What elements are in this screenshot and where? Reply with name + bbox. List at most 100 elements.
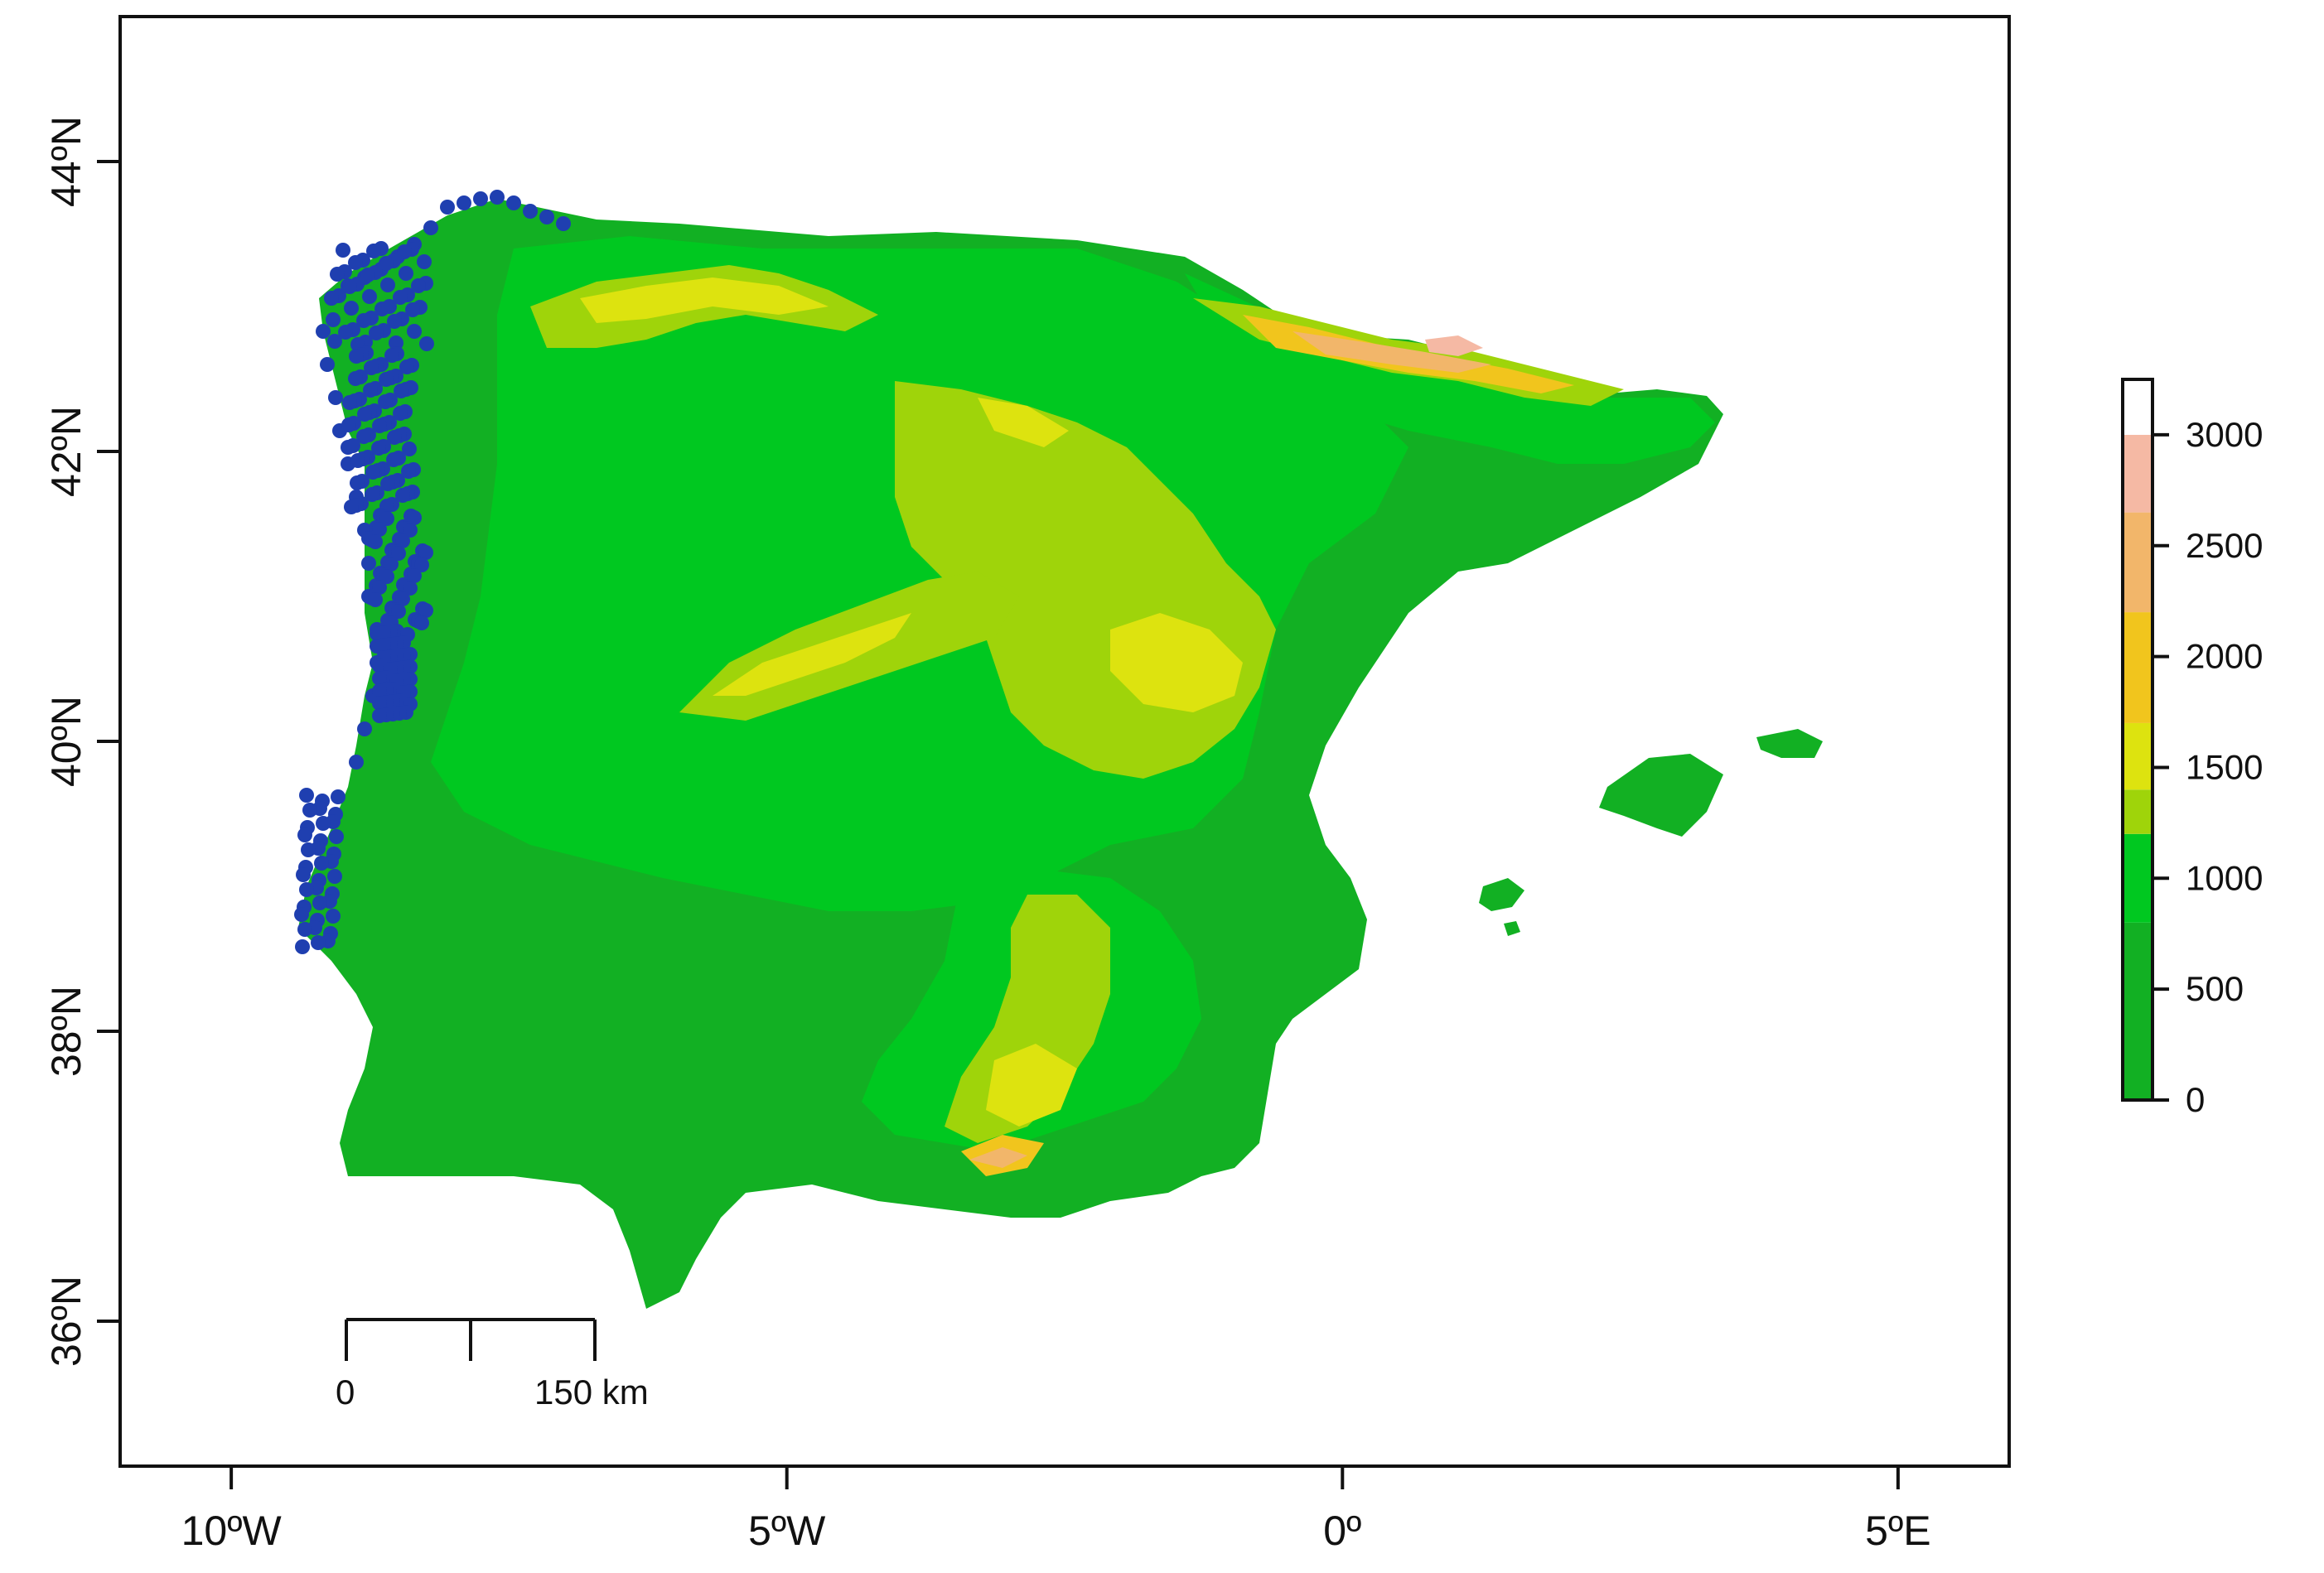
occurrence-point [328, 390, 343, 405]
legend-band-4 [2123, 612, 2152, 723]
betic-high [986, 1044, 1077, 1127]
legend-band-1 [2123, 833, 2152, 923]
legend-band-6 [2123, 434, 2152, 513]
occurrence-point [302, 803, 317, 818]
occurrence-point [369, 326, 384, 340]
occurrence-point [372, 671, 387, 686]
occurrence-point [386, 452, 401, 467]
occurrence-point [407, 568, 422, 583]
occurrence-point [418, 603, 433, 618]
occurrence-point [330, 267, 345, 282]
iberian-high [1110, 613, 1243, 712]
occurrence-point [395, 591, 410, 606]
occurrence-point [336, 243, 350, 258]
y-axis: 36ºN 38ºN 40ºN 42ºN 44ºN [43, 116, 120, 1367]
y-tick-label-0: 36ºN [43, 1276, 89, 1367]
x-axis: 10ºW 5ºW 0º 5ºE [181, 1466, 1931, 1554]
occurrence-point [356, 313, 371, 328]
occurrence-point [405, 302, 420, 317]
pyrenees-peak [1292, 331, 1491, 373]
formentera [1504, 921, 1520, 936]
occurrence-point [378, 394, 393, 409]
occurrence-point [403, 523, 418, 538]
occurrence-point [556, 216, 571, 231]
occurrence-point [301, 842, 316, 857]
occurrence-point [506, 195, 521, 210]
occurrence-point [395, 488, 410, 503]
legend-band-0 [2123, 922, 2152, 1100]
occurrence-point [399, 359, 414, 374]
ibiza [1479, 878, 1524, 911]
occurrence-point [414, 615, 429, 630]
occurrence-point [380, 476, 395, 491]
occurrence-point [295, 939, 310, 954]
scale-bar-end-label: 150 km [534, 1373, 649, 1411]
occurrence-point [395, 533, 410, 548]
occurrence-point [379, 569, 394, 584]
occurrence-point [389, 335, 403, 350]
occurrence-point [348, 371, 363, 386]
occurrence-point [417, 254, 432, 269]
occurrence-point [348, 255, 363, 270]
occurrence-point [473, 191, 488, 206]
occurrence-point [372, 522, 387, 537]
occurrence-point [391, 604, 406, 619]
occurrence-point [331, 789, 345, 804]
occurrence-point [357, 407, 372, 422]
occurrence-point [349, 349, 364, 364]
sierra-nevada-peak [969, 1147, 1027, 1168]
occurrence-point [523, 204, 538, 219]
occurrence-point [419, 336, 434, 351]
occurrence-point [316, 816, 331, 831]
occurrence-point [360, 268, 375, 282]
legend-tick-label-1: 500 [2186, 969, 2244, 1008]
y-tick-label-1: 38ºN [43, 986, 89, 1077]
menorca [1756, 729, 1823, 758]
x-tick-label-2: 0º [1323, 1508, 1361, 1554]
occurrence-point [393, 406, 408, 421]
occurrence-point [384, 557, 399, 572]
occurrence-point [387, 430, 402, 445]
occurrence-point [423, 220, 438, 235]
occurrence-point [327, 869, 342, 884]
occurrence-point [414, 557, 429, 572]
cantabrian-high [580, 277, 829, 323]
occurrence-point [407, 324, 422, 339]
occurrence-point [393, 290, 408, 305]
legend-tick-label-3: 1500 [2186, 747, 2263, 786]
occurrence-point [324, 291, 339, 306]
occurrence-point [364, 360, 379, 375]
occurrence-point [399, 266, 413, 281]
occurrence-point [342, 395, 357, 410]
occurrence-point [362, 289, 377, 304]
occurrence-point [299, 882, 314, 897]
occurrence-point [372, 696, 387, 711]
occurrence-point [329, 829, 344, 844]
occurrence-point [391, 546, 406, 561]
occurrence-point [297, 828, 312, 842]
occurrence-point [311, 935, 326, 950]
occurrence-point [299, 788, 314, 803]
scale-bar-start-label: 0 [336, 1373, 355, 1411]
occurrence-point [297, 922, 312, 937]
occurrence-point [342, 279, 357, 294]
occurrence-point [357, 721, 372, 736]
occurrence-point [350, 453, 365, 468]
legend-band-3 [2123, 722, 2152, 790]
legend-frame [2121, 378, 2154, 1102]
occurrence-points [294, 190, 571, 954]
x-tick-label-1: 5ºW [748, 1508, 826, 1554]
occurrence-point [326, 909, 341, 924]
occurrence-point [411, 278, 426, 293]
occurrence-point [394, 384, 408, 398]
occurrence-point [326, 312, 341, 327]
occurrence-point [365, 465, 380, 480]
occurrence-point [371, 441, 386, 456]
occurrence-point [370, 639, 384, 654]
occurrence-point [341, 440, 355, 455]
occurrence-point [365, 487, 379, 502]
occurrence-point [372, 418, 387, 433]
y-tick-label-4: 44ºN [43, 116, 89, 207]
occurrence-point [356, 429, 371, 444]
occurrence-point [338, 325, 353, 340]
